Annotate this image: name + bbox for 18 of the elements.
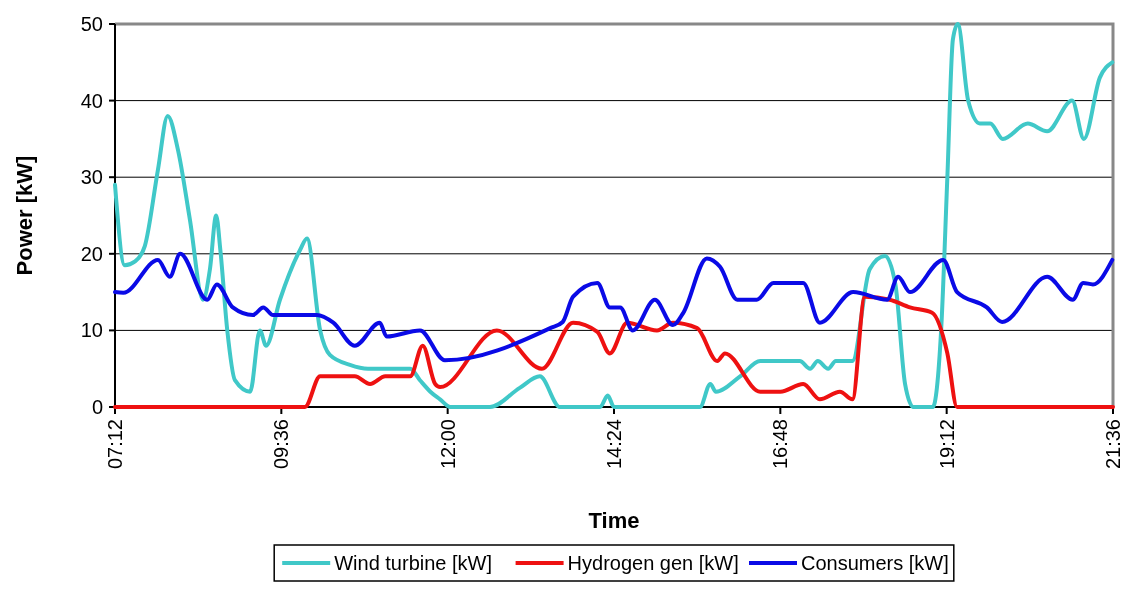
legend-label: Consumers [kW] — [801, 552, 949, 574]
legend-label: Hydrogen gen [kW] — [567, 552, 739, 574]
x-tick-label: 19:12 — [935, 419, 958, 470]
x-tick-label: 14:24 — [603, 419, 625, 470]
y-tick-label: 50 — [80, 13, 103, 35]
y-tick-label: 40 — [80, 89, 103, 112]
y-tick-label: 10 — [80, 319, 103, 342]
y-tick-label: 0 — [91, 396, 103, 418]
y-tick-label: 30 — [80, 166, 103, 189]
x-tick-label: 12:00 — [436, 419, 459, 470]
x-tick-label: 07:12 — [104, 419, 126, 470]
legend-label: Wind turbine [kW] — [334, 552, 493, 574]
y-axis-title: Power [kW] — [11, 155, 37, 276]
y-tick-label: 20 — [80, 242, 103, 265]
x-axis-title: Time — [588, 508, 640, 533]
x-tick-label: 16:48 — [769, 419, 792, 470]
x-tick-label: 09:36 — [270, 419, 293, 470]
x-tick-label: 21:36 — [1102, 419, 1124, 470]
